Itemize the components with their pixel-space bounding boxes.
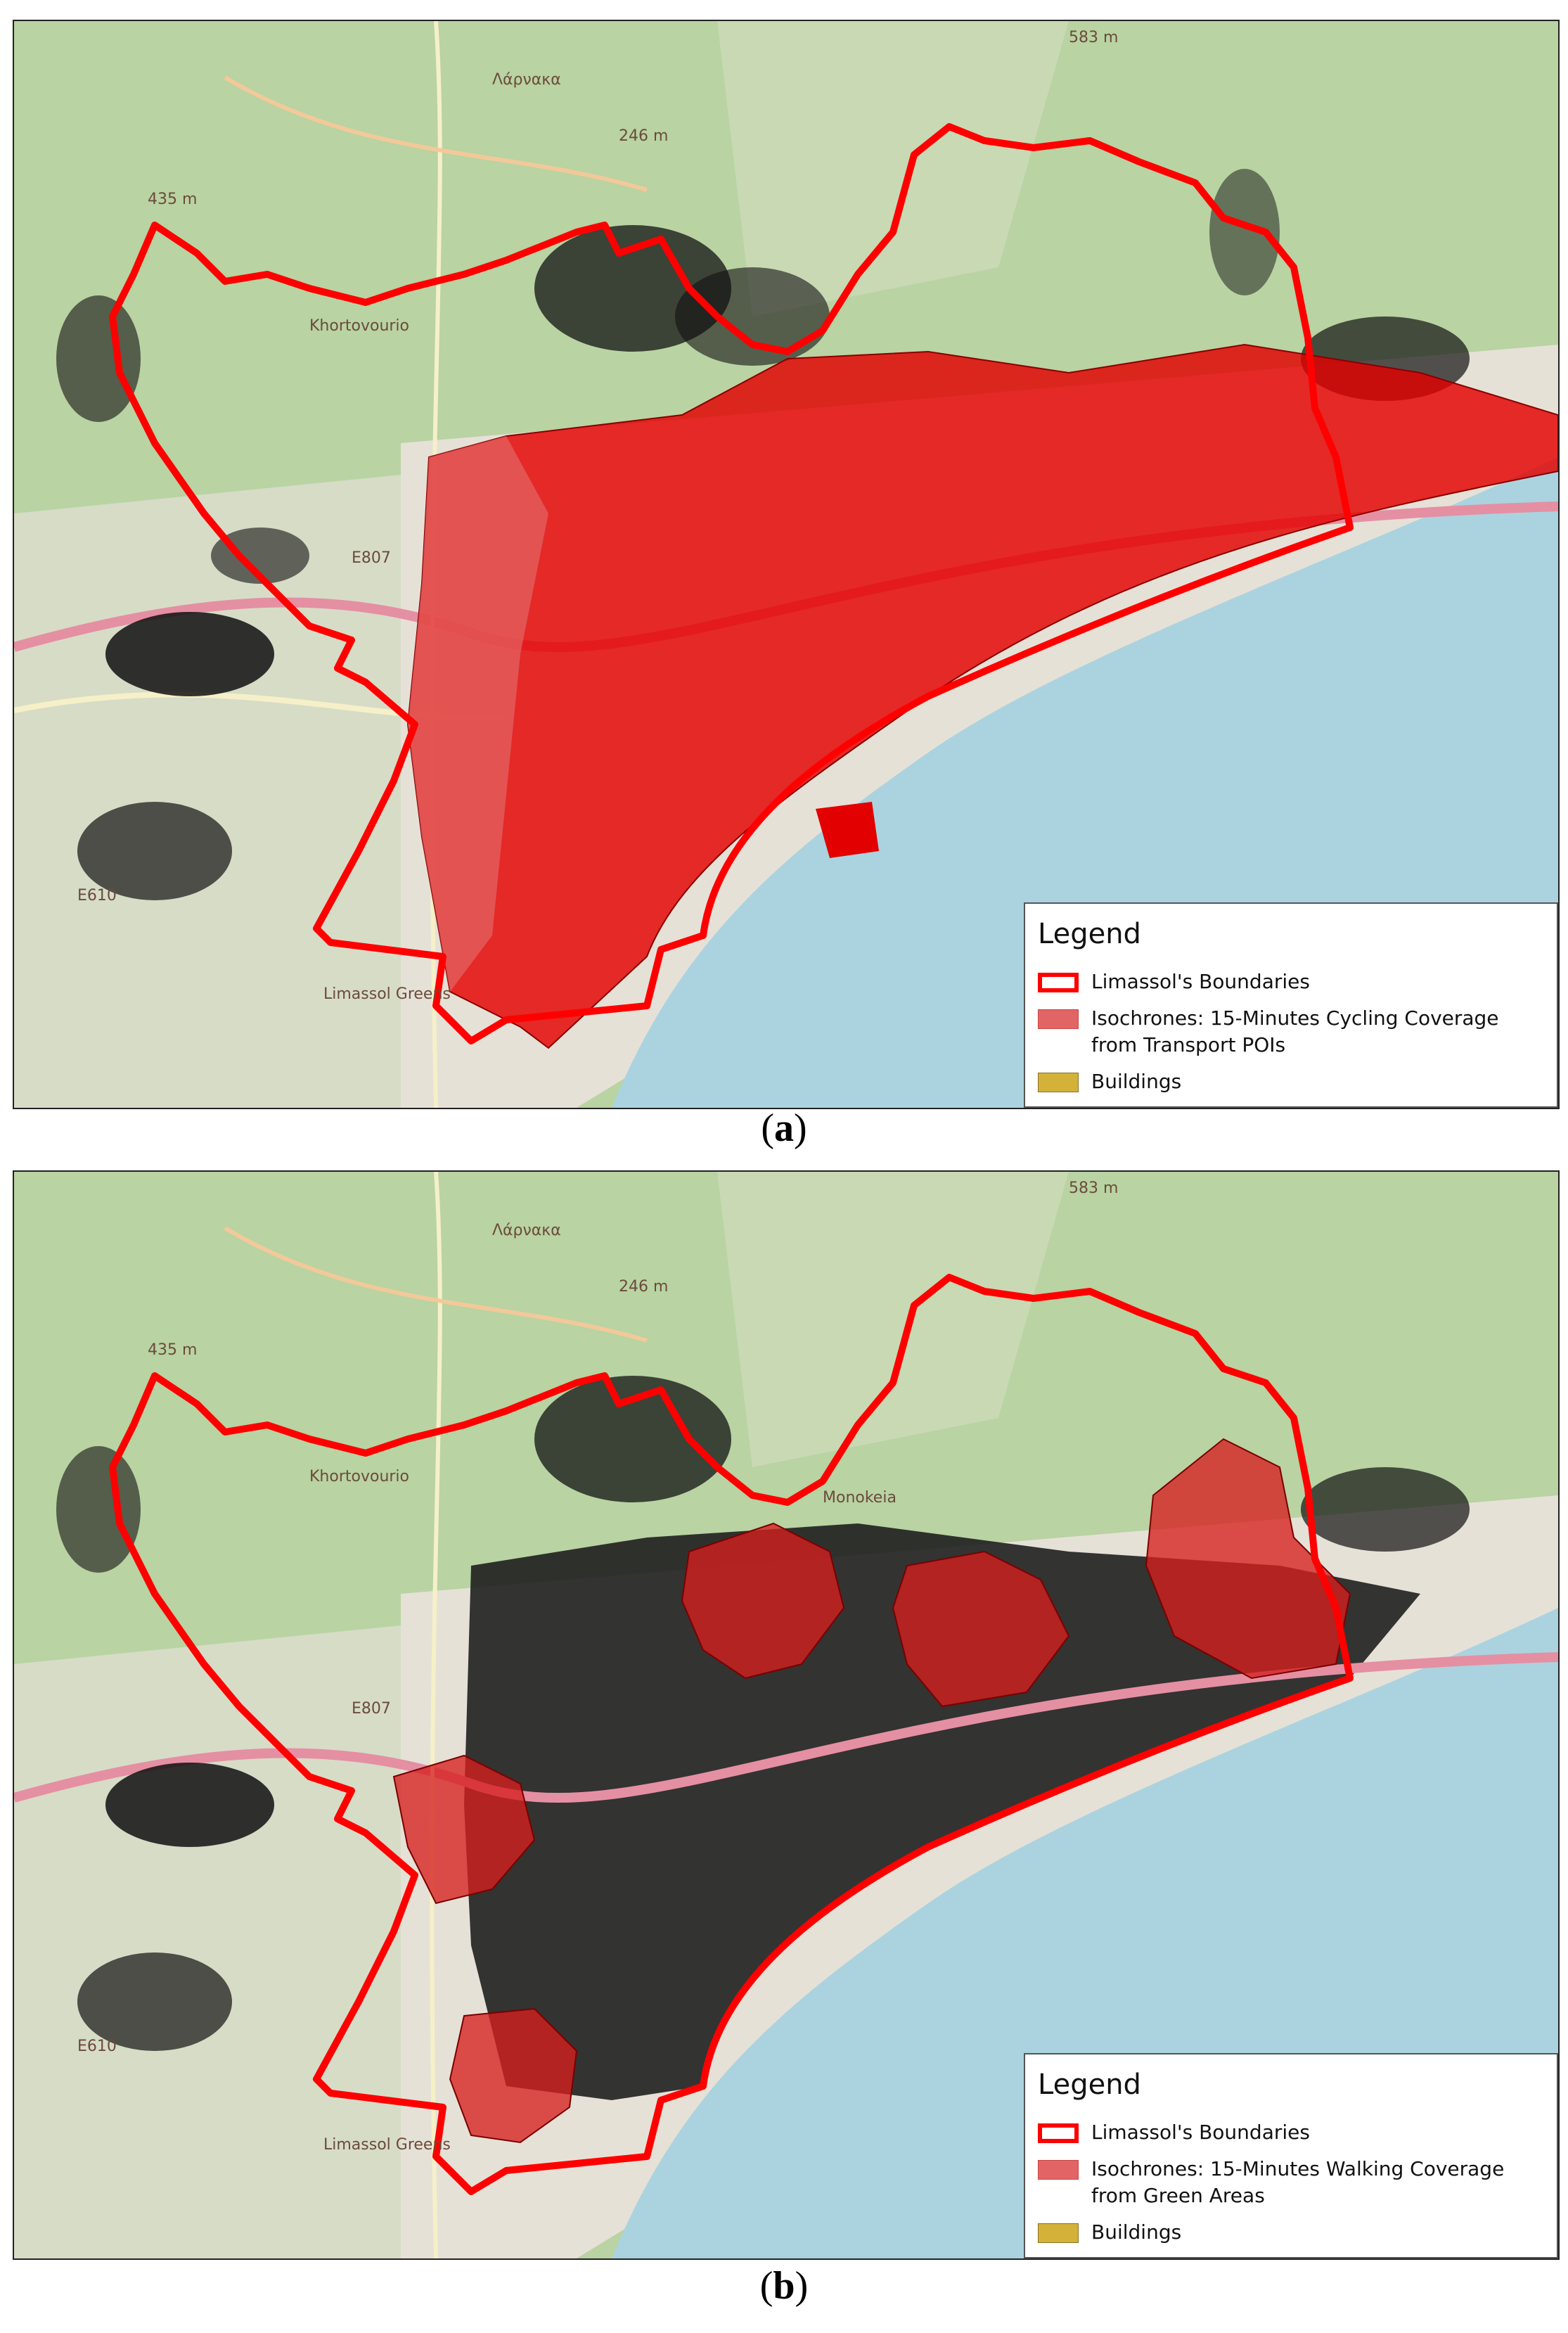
caption-close: ) (794, 1106, 807, 1150)
map-label: E807 (352, 1700, 391, 1718)
road (224, 75, 648, 192)
map-label: E610 (77, 887, 117, 905)
caption-panel-a: (a) (0, 1106, 1568, 1151)
isochrone-edge (408, 436, 548, 992)
caption-open: ( (761, 1106, 774, 1150)
legend-label: Buildings (1091, 2220, 1182, 2244)
caption-letter: a (774, 1106, 794, 1150)
map-label: 246 m (619, 127, 668, 145)
isochrone-coverage (406, 343, 1558, 1049)
building-swatch-icon (1038, 2223, 1079, 2243)
road (430, 1172, 442, 2258)
map-label: Khortovourio (309, 1468, 409, 1485)
map-label: Λάρνακα (492, 71, 561, 89)
building-swatch-icon (1038, 1073, 1079, 1092)
caption-panel-b: (b) (0, 2263, 1568, 2308)
legend-label: Buildings (1091, 1070, 1182, 1093)
legend-item-boundaries: Limassol's Boundaries (1038, 2119, 1544, 2146)
isochrone-port (816, 802, 879, 858)
map-label: 435 m (148, 191, 197, 208)
caption-close: ) (795, 2264, 809, 2308)
map-panel-a: 246 m 435 m Khortovourio Λάρνακα 583 m E… (13, 20, 1560, 1109)
map-canvas-b: 246 m 435 m Khortovourio Λάρνακα 583 m M… (14, 1172, 1558, 2258)
legend-panel-a: Legend Limassol's Boundaries Isochrones:… (1024, 902, 1558, 1108)
boundary-swatch-icon (1038, 2123, 1079, 2143)
road (224, 1226, 648, 1343)
legend-item-isochrones: Isochrones: 15-Minutes Cycling Coverage … (1038, 1005, 1544, 1059)
legend-label: Isochrones: 15-Minutes Walking Coverage … (1091, 2157, 1505, 2207)
isochrone-coverage (392, 1438, 1351, 2144)
isochrone-swatch-icon (1038, 2160, 1079, 2180)
building-clusters (56, 169, 1470, 900)
legend-item-buildings: Buildings (1038, 1068, 1544, 1095)
map-label: 246 m (619, 1278, 668, 1296)
legend-item-boundaries: Limassol's Boundaries (1038, 969, 1544, 995)
map-canvas-a: 246 m 435 m Khortovourio Λάρνακα 583 m E… (14, 21, 1558, 1108)
map-label: Λάρνακα (492, 1222, 561, 1239)
legend-item-buildings: Buildings (1038, 2219, 1544, 2246)
hill-area (717, 21, 1069, 317)
map-label: Monokeia (823, 1489, 897, 1507)
legend-label: Limassol's Boundaries (1091, 970, 1310, 993)
legend-title: Legend (1038, 2069, 1141, 2101)
map-label: 583 m (1069, 1180, 1118, 1197)
legend-item-isochrones: Isochrones: 15-Minutes Walking Coverage … (1038, 2156, 1544, 2209)
map-label: Limassol Greens (323, 2136, 451, 2154)
limassol-boundary (109, 123, 1354, 1044)
map-label: Khortovourio (309, 317, 409, 335)
legend-label: Isochrones: 15-Minutes Cycling Coverage … (1091, 1006, 1499, 1056)
building-clusters (56, 1376, 1470, 2051)
legend-title: Legend (1038, 918, 1141, 950)
boundary-swatch-icon (1038, 973, 1079, 992)
map-label: E807 (352, 549, 391, 567)
hill-area (717, 1172, 1069, 1467)
legend-panel-b: Legend Limassol's Boundaries Isochrones:… (1024, 2053, 1558, 2258)
map-panel-b: 246 m 435 m Khortovourio Λάρνακα 583 m M… (13, 1170, 1560, 2260)
map-label: 583 m (1069, 29, 1118, 46)
caption-open: ( (759, 2264, 773, 2308)
motorway (14, 1652, 1558, 1803)
legend-label: Limassol's Boundaries (1091, 2121, 1310, 2144)
caption-letter: b (773, 2264, 795, 2308)
limassol-boundary (109, 1274, 1354, 2195)
map-label: 435 m (148, 1341, 197, 1359)
map-label: E610 (77, 2038, 117, 2055)
isochrone-swatch-icon (1038, 1009, 1079, 1029)
building-clusters (464, 1523, 1420, 2100)
map-label: Limassol Greens (323, 985, 451, 1003)
